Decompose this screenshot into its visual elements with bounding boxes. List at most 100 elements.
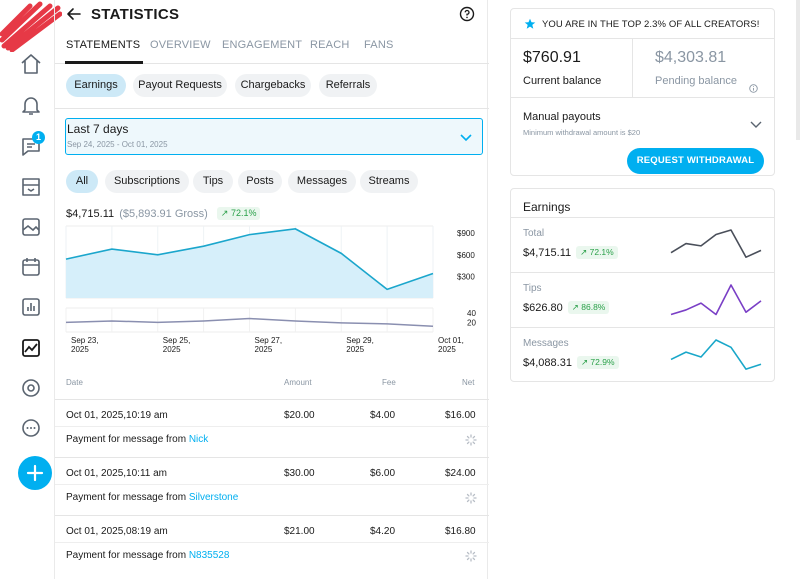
calendar-icon[interactable] <box>19 255 43 279</box>
payout-minimum-note: Minimum withdrawal amount is $20 <box>523 128 641 137</box>
analytics-icon[interactable] <box>19 336 43 360</box>
txn-description: Payment for message from Nick <box>66 434 208 445</box>
txn-net: $16.00 <box>445 410 476 421</box>
profile-icon[interactable] <box>19 376 43 400</box>
earnings-card-title: Earnings <box>523 200 571 214</box>
x-tick-label: Sep 29, <box>346 336 374 345</box>
current-balance-label: Current balance <box>523 75 602 87</box>
filter-posts[interactable]: Posts <box>238 170 282 193</box>
back-arrow-icon[interactable] <box>66 6 82 22</box>
request-withdrawal-button[interactable]: REQUEST WITHDRAWAL <box>627 148 764 174</box>
y-tick-label: $300 <box>457 272 475 281</box>
x-tick-label: Sep 23, <box>71 336 99 345</box>
sparkline-path <box>670 339 762 370</box>
period-label: Last 7 days <box>67 122 129 136</box>
earnings-change-badge: ↗ 72.9% <box>576 356 619 369</box>
filter-subscriptions[interactable]: Subscriptions <box>105 170 189 193</box>
statement-type-chips: Earnings Payout Requests Chargebacks Ref… <box>55 74 489 98</box>
info-icon[interactable] <box>749 84 758 93</box>
current-balance-value: $760.91 <box>523 49 581 66</box>
earnings-value: $626.80 ↗ 86.8% <box>523 301 610 314</box>
chip-payout-requests[interactable]: Payout Requests <box>133 74 227 97</box>
txn-description: Payment for message from N835528 <box>66 550 229 561</box>
chevron-down-icon <box>460 134 472 142</box>
page-title: STATISTICS <box>91 6 180 23</box>
statistics-icon[interactable] <box>19 295 43 319</box>
earnings-amount: $626.80 <box>523 302 563 314</box>
loading-spinner-icon <box>465 434 477 446</box>
x-tick-label: Sep 25, <box>163 336 191 345</box>
collections-icon[interactable] <box>19 175 43 199</box>
y-tick-label: 20 <box>467 318 476 327</box>
table-row[interactable]: Oct 01, 2025,10:19 am $20.00 $4.00 $16.0… <box>55 399 489 457</box>
chevron-down-icon[interactable] <box>749 117 763 131</box>
earnings-label: Messages <box>523 338 569 349</box>
txn-amount: $30.00 <box>284 468 315 479</box>
x-tick-label: Oct 01, <box>438 336 464 345</box>
table-header: Date Amount Fee Net <box>55 378 489 392</box>
period-select[interactable]: Last 7 days Sep 24, 2025 - Oct 01, 2025 <box>65 118 483 155</box>
earnings-amount: $4,088.31 <box>523 357 572 369</box>
earnings-change-badge: ↗ 72.1% <box>576 246 618 259</box>
table-row[interactable]: Oct 01, 2025,08:19 am $21.00 $4.20 $16.8… <box>55 515 489 573</box>
vault-icon[interactable] <box>19 215 43 239</box>
x-tick-label: Sep 27, <box>255 336 283 345</box>
table-row[interactable]: Oct 01, 2025,10:11 am $30.00 $6.00 $24.0… <box>55 457 489 515</box>
tab-fans[interactable]: FANS <box>364 39 394 51</box>
more-icon[interactable] <box>19 416 43 440</box>
summary-gross: ($5,893.91 Gross) <box>119 208 208 220</box>
y-tick-label: 40 <box>467 309 476 318</box>
pending-balance-value: $4,303.81 <box>655 49 727 66</box>
earnings-breakdown-card: Earnings Total $4,715.11 ↗ 72.1% Tips $62… <box>510 188 775 382</box>
filter-messages[interactable]: Messages <box>288 170 356 193</box>
loading-spinner-icon <box>465 492 477 504</box>
loading-spinner-icon <box>465 550 477 562</box>
earnings-row-total[interactable]: Total $4,715.11 ↗ 72.1% <box>511 217 774 272</box>
earnings-area <box>66 228 433 298</box>
payout-mode-label[interactable]: Manual payouts <box>523 111 601 123</box>
chip-chargebacks[interactable]: Chargebacks <box>235 74 311 97</box>
txn-net: $16.80 <box>445 526 476 537</box>
filter-tips[interactable]: Tips <box>193 170 233 193</box>
filter-all[interactable]: All <box>66 170 98 193</box>
sparkline-path <box>670 284 762 316</box>
summary-net: $4,715.11 <box>66 208 115 220</box>
earnings-change-badge: ↗ 86.8% <box>567 301 610 314</box>
x-tick-label: 2025 <box>438 345 456 354</box>
chip-referrals[interactable]: Referrals <box>319 74 377 97</box>
txn-fee: $4.20 <box>370 526 396 537</box>
bell-icon[interactable] <box>19 93 43 117</box>
home-icon[interactable] <box>19 52 43 76</box>
tab-statements[interactable]: STATEMENTS <box>66 39 141 51</box>
help-icon[interactable] <box>459 6 475 22</box>
txn-desc-text: Payment for message from <box>66 550 187 561</box>
txn-fee: $6.00 <box>370 468 396 479</box>
balances: $760.91 Current balance $4,303.81 Pendin… <box>511 39 774 98</box>
tab-overview[interactable]: OVERVIEW <box>150 39 211 51</box>
filter-streams[interactable]: Streams <box>360 170 418 193</box>
left-nav-rail: 1 <box>0 0 62 579</box>
tab-engagement[interactable]: ENGAGEMENT <box>222 39 303 51</box>
tab-reach[interactable]: REACH <box>310 39 350 51</box>
active-tab-indicator <box>65 61 143 64</box>
txn-user-link[interactable]: Silverstone <box>188 492 239 503</box>
new-post-button[interactable] <box>18 456 52 490</box>
txn-net: $24.00 <box>445 468 476 479</box>
x-tick-label: 2025 <box>346 345 364 354</box>
txn-amount: $20.00 <box>284 410 315 421</box>
txn-user-link[interactable]: Nick <box>188 434 209 445</box>
statistics-panel: STATISTICS STATEMENTS OVERVIEW ENGAGEMEN… <box>54 0 489 579</box>
divider <box>55 108 489 109</box>
txn-date: Oct 01, 2025,10:11 am <box>66 468 167 479</box>
chip-earnings[interactable]: Earnings <box>66 74 126 97</box>
earnings-row-tips[interactable]: Tips $626.80 ↗ 86.8% <box>511 272 774 327</box>
earnings-amount: $4,715.11 <box>523 247 572 259</box>
txn-user-link[interactable]: N835528 <box>188 550 230 561</box>
scrollbar[interactable] <box>796 0 800 140</box>
txn-desc-text: Payment for message from <box>66 492 187 503</box>
txn-date: Oct 01, 2025,10:19 am <box>66 410 168 421</box>
earnings-summary: $4,715.11 ($5,893.91 Gross) ↗ 72.1% <box>66 207 261 220</box>
statistics-tabs: STATEMENTS OVERVIEW ENGAGEMENT REACH FAN… <box>55 30 489 64</box>
earnings-row-messages[interactable]: Messages $4,088.31 ↗ 72.9% <box>511 327 774 382</box>
